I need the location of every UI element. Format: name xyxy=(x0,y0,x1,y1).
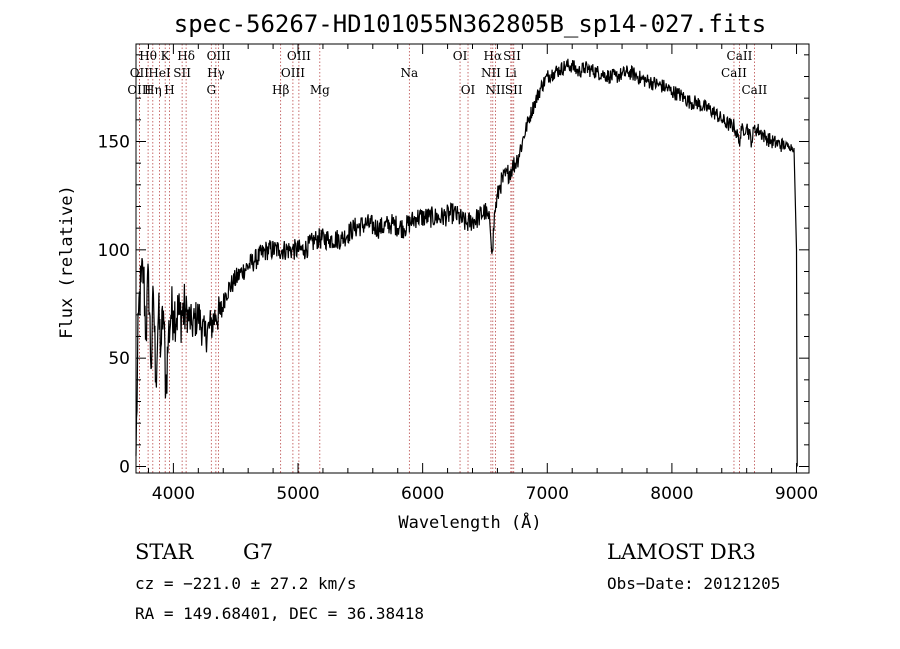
spectral-line-label: H xyxy=(164,83,174,97)
observation-date: Obs−Date: 20121205 xyxy=(607,574,780,593)
spectral-line-label: HeI xyxy=(148,66,171,80)
spectral-line-label: Li xyxy=(505,66,517,80)
spectral-line-label: SII xyxy=(503,49,521,63)
spectral-line-label: OI xyxy=(461,83,476,97)
spectral-line-label: Hδ xyxy=(177,49,195,63)
spectral-line-label: OI xyxy=(453,49,468,63)
x-axis-label: Wavelength (Å) xyxy=(398,511,541,533)
spectral-line-label: Mg xyxy=(310,83,330,97)
spectral-line-label: OIII xyxy=(207,49,231,63)
spectral-line-label: OIII xyxy=(287,49,311,63)
object-subclass: G7 xyxy=(243,540,273,564)
spectral-line-label: NII xyxy=(485,83,505,97)
spectral-line-label: Hη xyxy=(144,83,162,97)
x-tick-label: 6000 xyxy=(401,484,444,504)
survey-name: LAMOST DR3 xyxy=(607,540,756,564)
object-class: STAR xyxy=(135,540,194,564)
spectral-line-label: CaII xyxy=(721,66,747,80)
y-tick-label: 50 xyxy=(108,349,130,369)
spectral-line-label: Hγ xyxy=(207,66,225,80)
x-tick-label: 7000 xyxy=(526,484,569,504)
spectral-line-label: K xyxy=(161,49,171,63)
spectral-line-label: Hβ xyxy=(272,83,289,97)
y-axis-label: Flux (relative) xyxy=(57,185,77,339)
redshift-velocity: cz = −221.0 ± 27.2 km/s xyxy=(135,574,357,593)
x-tick-label: 4000 xyxy=(152,484,195,504)
axis-ticks-layer: 4000 5000 6000 7000 8000 9000 0 50 100 150 xyxy=(98,44,818,504)
spectral-line-label: SII xyxy=(505,83,523,97)
spectral-line-label: SII xyxy=(173,66,191,80)
x-tick-label: 5000 xyxy=(276,484,319,504)
spectral-line-label: NII xyxy=(481,66,501,80)
spectral-line-label: CaII xyxy=(727,49,753,63)
y-tick-label: 0 xyxy=(119,458,130,478)
x-tick-label: 8000 xyxy=(650,484,693,504)
spectral-line-label: G xyxy=(206,83,216,97)
spectral-line-label: OIII xyxy=(281,66,305,80)
spectral-line-label: Hθ xyxy=(139,49,157,63)
x-tick-label: 9000 xyxy=(775,484,818,504)
spectral-line-label: OIII xyxy=(127,83,151,97)
y-tick-label: 150 xyxy=(98,133,130,153)
flux-series-line xyxy=(135,58,798,467)
chart-title: spec-56267-HD101055N362805B_sp14-027.fit… xyxy=(174,10,766,38)
plot-frame xyxy=(135,43,810,474)
coordinates: RA = 149.68401, DEC = 36.38418 xyxy=(135,604,424,623)
spectral-line-label: Na xyxy=(400,66,418,80)
spectral-line-label: Hα xyxy=(484,49,503,63)
y-tick-label: 100 xyxy=(98,241,130,261)
spectral-line-label: CaII xyxy=(741,83,767,97)
